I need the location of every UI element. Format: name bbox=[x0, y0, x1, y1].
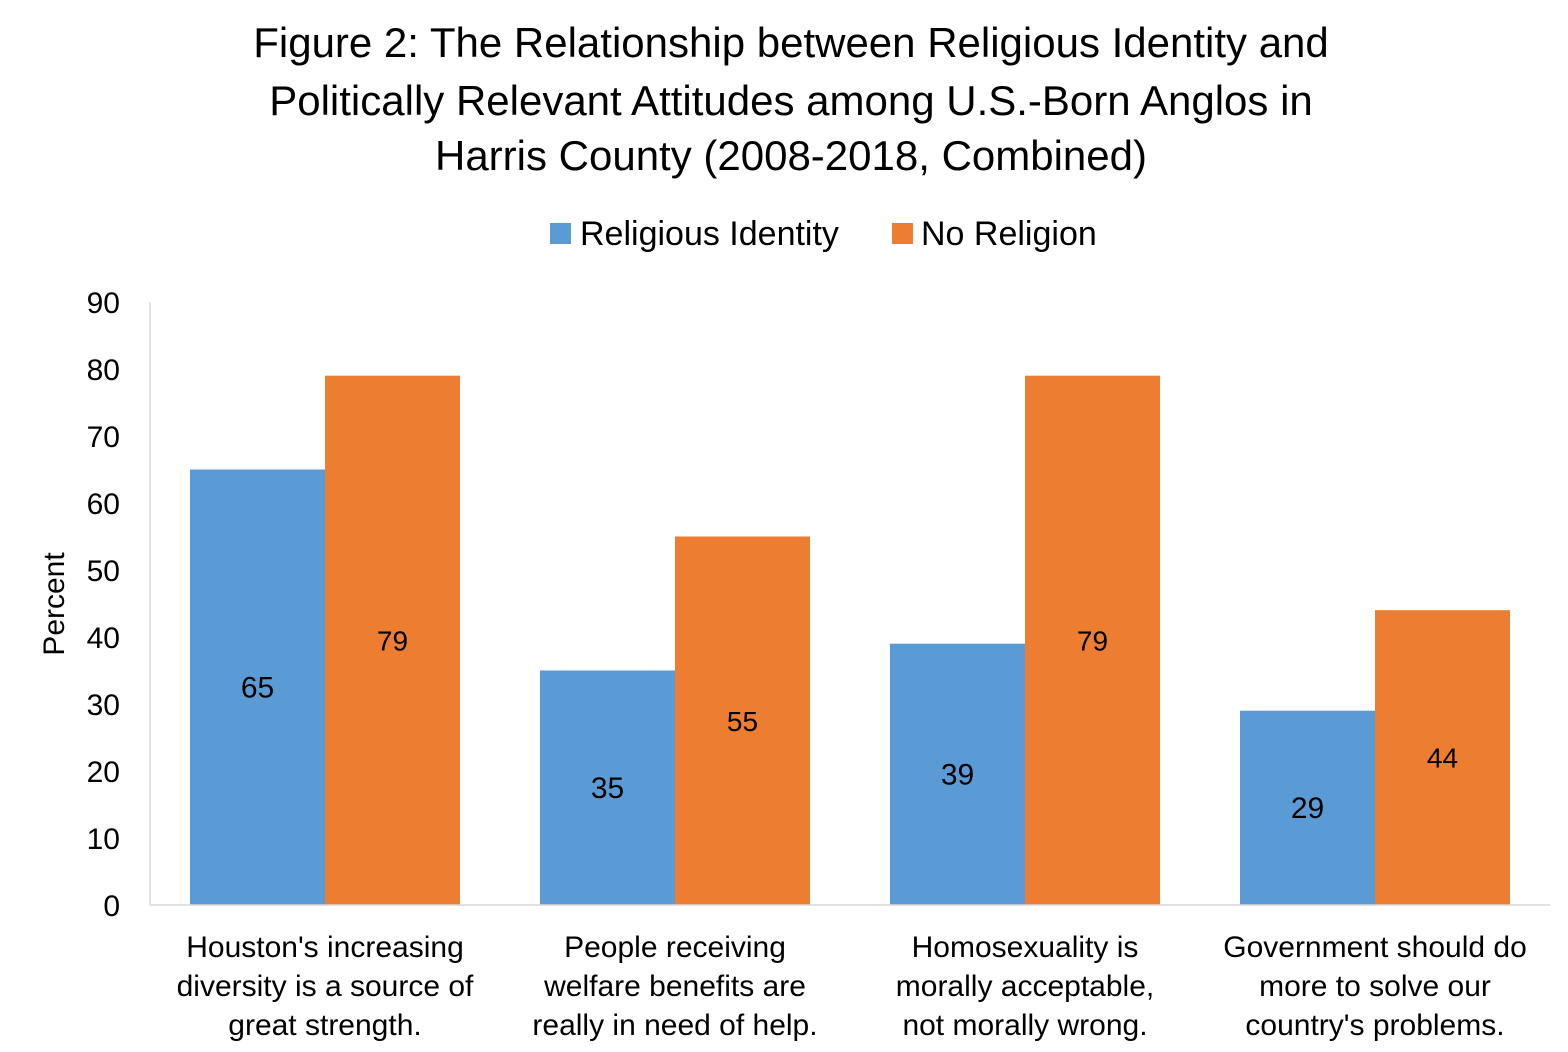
legend-swatch bbox=[550, 223, 571, 244]
x-category-label: welfare benefits are bbox=[543, 970, 806, 1003]
y-tick-label: 70 bbox=[87, 421, 120, 454]
chart-title: Figure 2: The Relationship between Relig… bbox=[253, 19, 1329, 179]
chart-title-line: Politically Relevant Attitudes among U.S… bbox=[269, 77, 1313, 124]
bar-no-religion bbox=[675, 536, 810, 905]
chart-title-line: Harris County (2008-2018, Combined) bbox=[435, 132, 1147, 179]
bar-religious-identity bbox=[190, 469, 325, 905]
x-category-label: diversity is a source of bbox=[177, 970, 474, 1003]
legend-swatch bbox=[892, 223, 913, 244]
chart-title-line: Figure 2: The Relationship between Relig… bbox=[253, 19, 1329, 66]
x-category-label: Government should do bbox=[1223, 931, 1527, 964]
y-tick-label: 30 bbox=[87, 689, 120, 722]
x-category-label: People receiving bbox=[564, 931, 786, 964]
bar-no-religion bbox=[1025, 375, 1160, 905]
data-label: 29 bbox=[1291, 792, 1324, 825]
y-tick-label: 10 bbox=[87, 823, 120, 856]
y-tick-label: 20 bbox=[87, 756, 120, 789]
data-label: 65 bbox=[241, 671, 274, 704]
data-label: 44 bbox=[1427, 743, 1458, 774]
x-category-label: great strength. bbox=[228, 1009, 421, 1042]
bar-no-religion bbox=[325, 375, 460, 905]
data-label: 39 bbox=[941, 758, 974, 791]
x-category-label: morally acceptable, bbox=[896, 970, 1154, 1003]
bar-religious-identity bbox=[890, 643, 1025, 905]
legend-label: Religious Identity bbox=[580, 215, 839, 253]
y-tick-label: 60 bbox=[87, 488, 120, 521]
y-tick-label: 80 bbox=[87, 354, 120, 387]
x-category-label: Houston's increasing bbox=[186, 931, 464, 964]
y-axis: 0 10 20 30 40 50 60 70 80 90 Percent bbox=[38, 287, 151, 923]
data-labels: 65 79 35 55 39 79 29 44 bbox=[241, 625, 1458, 825]
y-tick-label: 50 bbox=[87, 555, 120, 588]
x-category-label: Homosexuality is bbox=[912, 931, 1139, 964]
legend-label: No Religion bbox=[921, 215, 1097, 253]
data-label: 79 bbox=[377, 625, 408, 656]
x-category-label: really in need of help. bbox=[532, 1009, 817, 1042]
x-category-label: not morally wrong. bbox=[902, 1009, 1147, 1042]
x-category-label: more to solve our bbox=[1259, 970, 1491, 1003]
data-label: 35 bbox=[591, 772, 624, 805]
data-label: 79 bbox=[1077, 625, 1108, 656]
x-axis: Houston's increasing diversity is a sourc… bbox=[150, 904, 1550, 1042]
bars bbox=[190, 375, 1510, 905]
chart-legend: Religious Identity No Religion bbox=[550, 215, 1097, 253]
y-tick-label: 0 bbox=[103, 890, 120, 923]
data-label: 55 bbox=[727, 706, 758, 737]
y-tick-label: 90 bbox=[87, 287, 120, 320]
bar-religious-identity bbox=[540, 670, 675, 905]
bar-no-religion bbox=[1375, 610, 1510, 905]
x-category-label: country's problems. bbox=[1245, 1009, 1504, 1042]
y-axis-title: Percent bbox=[38, 552, 71, 656]
bar-religious-identity bbox=[1240, 710, 1375, 905]
y-tick-label: 40 bbox=[87, 622, 120, 655]
